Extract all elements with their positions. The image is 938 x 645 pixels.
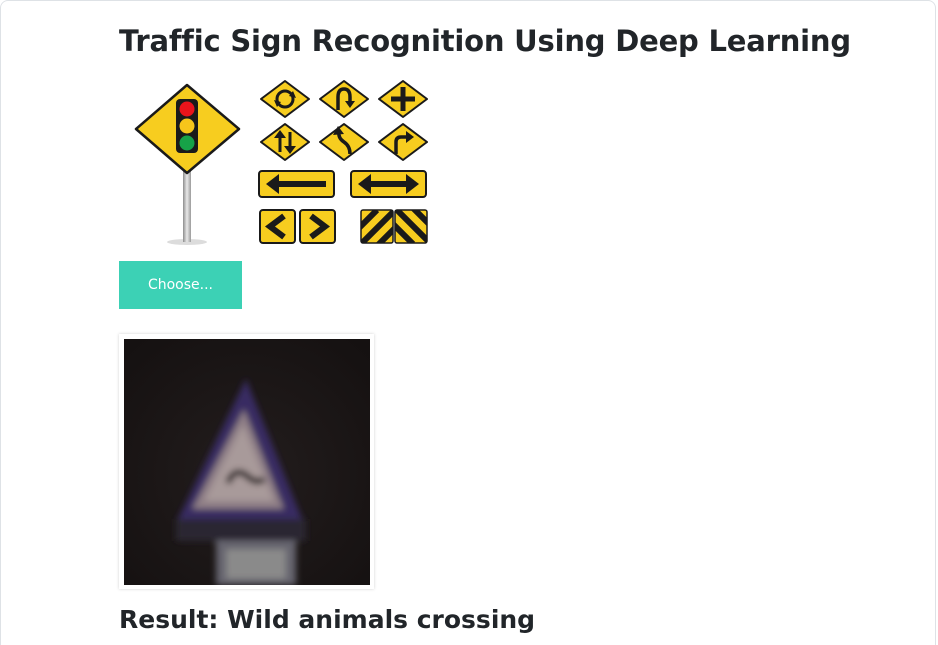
left-arrow-sign-icon xyxy=(258,170,335,198)
blurry-warning-sign-photo xyxy=(124,339,370,585)
traffic-signs-banner xyxy=(134,80,428,245)
double-arrow-sign-icon xyxy=(350,170,427,198)
uploaded-image-preview xyxy=(119,334,374,589)
prediction-result: Result: Wild animals crossing xyxy=(119,605,536,634)
page-title: Traffic Sign Recognition Using Deep Lear… xyxy=(119,24,851,58)
chevron-left-sign-icon xyxy=(259,209,296,244)
two-way-traffic-sign-icon xyxy=(260,123,310,161)
hazard-stripe-sign-icon xyxy=(360,209,428,244)
right-turn-sign-icon xyxy=(378,123,428,161)
roundabout-sign-icon xyxy=(260,80,310,118)
winding-road-sign-icon xyxy=(319,123,369,161)
choose-file-button[interactable]: Choose... xyxy=(119,261,242,309)
crossroad-sign-icon xyxy=(378,80,428,118)
traffic-light-sign-icon xyxy=(134,83,241,245)
chevron-right-sign-icon xyxy=(299,209,336,244)
u-turn-sign-icon xyxy=(319,80,369,118)
